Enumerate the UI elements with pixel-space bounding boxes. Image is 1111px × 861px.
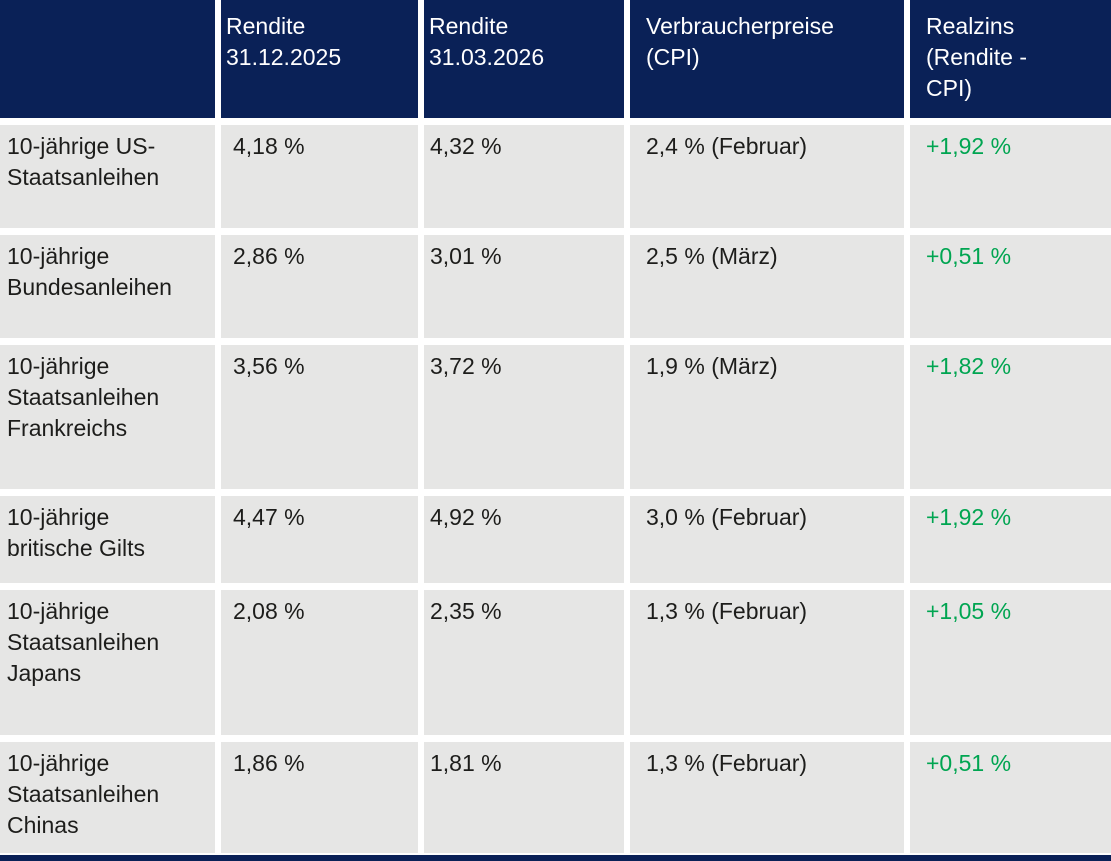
realzins-value: +0,51 % [910, 235, 1111, 338]
realzins-value: +0,51 % [910, 742, 1111, 853]
cpi-value: 2,5 % (März) [630, 235, 904, 338]
realzins-value: +1,05 % [910, 590, 1111, 735]
rendite-2025-value: 4,47 % [221, 496, 418, 583]
header-cell-realzins: Realzins (Rendite - CPI) [910, 0, 1111, 118]
rendite-2025-value: 4,18 % [221, 125, 418, 228]
cpi-value: 1,3 % (Februar) [630, 742, 904, 853]
row-label: 10-jährige Staatsanleihen Frankreichs [0, 345, 215, 489]
rendite-2026-value: 1,81 % [424, 742, 624, 853]
realzins-value: +1,92 % [910, 496, 1111, 583]
cpi-value: 1,3 % (Februar) [630, 590, 904, 735]
row-label: 10-jährige Staatsanleihen Chinas [0, 742, 215, 853]
header-cell-empty [0, 0, 215, 118]
rendite-2026-value: 3,72 % [424, 345, 624, 489]
header-cell-verbraucherpreise-cpi: Verbraucherpreise (CPI) [630, 0, 904, 118]
cpi-value: 3,0 % (Februar) [630, 496, 904, 583]
cpi-value: 1,9 % (März) [630, 345, 904, 489]
realzins-value: +1,82 % [910, 345, 1111, 489]
rendite-2026-value: 3,01 % [424, 235, 624, 338]
rendite-2025-value: 1,86 % [221, 742, 418, 853]
rendite-2026-value: 4,92 % [424, 496, 624, 583]
row-label: 10-jährige US- Staatsanleihen [0, 125, 215, 228]
realzins-value: +1,92 % [910, 125, 1111, 228]
row-label: 10-jährige britische Gilts [0, 496, 215, 583]
row-label: 10-jährige Staatsanleihen Japans [0, 590, 215, 735]
row-label: 10-jährige Bundesanleihen [0, 235, 215, 338]
rendite-2026-value: 4,32 % [424, 125, 624, 228]
cpi-value: 2,4 % (Februar) [630, 125, 904, 228]
rendite-2025-value: 3,56 % [221, 345, 418, 489]
rendite-2025-value: 2,86 % [221, 235, 418, 338]
header-cell-rendite-31-03-2026: Rendite 31.03.2026 [424, 0, 624, 118]
rendite-2026-value: 2,35 % [424, 590, 624, 735]
bottom-accent-bar [0, 855, 1111, 861]
header-cell-rendite-31-12-2025: Rendite 31.12.2025 [221, 0, 418, 118]
rendite-2025-value: 2,08 % [221, 590, 418, 735]
